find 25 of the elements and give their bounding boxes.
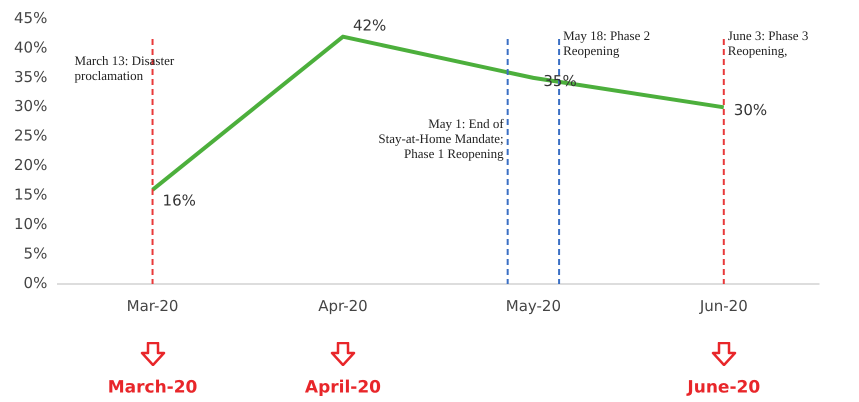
- y-tick-label: 15%: [14, 186, 48, 204]
- ref-line-label: May 1: End of Stay-at-Home Mandate; Phase 1 Reopening: [378, 116, 504, 161]
- y-tick-label: 5%: [24, 244, 48, 262]
- y-tick-label: 25%: [14, 126, 48, 145]
- data-label: 30%: [734, 101, 768, 120]
- y-tick-label: 30%: [14, 97, 48, 116]
- x-tick-label: May-20: [506, 296, 561, 315]
- x-tick-label: Mar-20: [126, 296, 178, 315]
- data-label: 16%: [162, 192, 196, 210]
- x-tick-label: Apr-20: [318, 296, 368, 315]
- ref-line-label: May 18: Phase 2 Reopening: [563, 28, 650, 58]
- y-tick-label: 35%: [14, 68, 48, 86]
- y-tick-label: 40%: [14, 38, 48, 56]
- y-tick-label: 10%: [14, 215, 48, 233]
- text: April-20: [304, 377, 382, 398]
- text: March-20: [108, 377, 198, 398]
- data-label: 42%: [352, 16, 386, 35]
- ref-line-label: June 3: Phase 3 Reopening,: [728, 28, 808, 58]
- x-tick-label: Jun-20: [698, 296, 748, 315]
- y-tick-label: 20%: [14, 156, 48, 174]
- data-label: 35%: [543, 72, 577, 90]
- text: June-20: [686, 377, 760, 398]
- y-tick-label: 45%: [14, 8, 48, 27]
- ref-line-label: March 13: Disaster proclamation: [74, 52, 175, 83]
- y-tick-label: 0%: [24, 274, 48, 292]
